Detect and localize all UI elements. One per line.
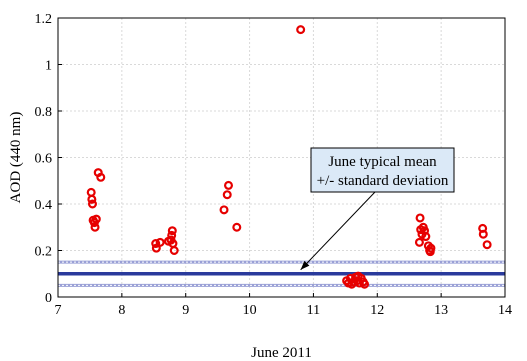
data-point: [232, 222, 242, 232]
data-point: [91, 214, 101, 224]
data-point: [222, 190, 232, 200]
y-tick-label: 0.6: [35, 152, 53, 167]
data-point: [167, 226, 177, 236]
y-tick-label: 0.8: [35, 105, 53, 120]
x-tick-label: 11: [307, 303, 320, 318]
data-point: [87, 194, 97, 204]
x-tick-label: 14: [498, 303, 512, 318]
data-point: [415, 213, 425, 223]
reference-lines: [58, 260, 505, 287]
y-tick-label: 0.4: [35, 198, 53, 213]
data-point: [478, 229, 488, 239]
data-point: [296, 25, 306, 35]
y-axis-ticks: 0 0.2 0.4 0.6 0.8 1 1.2: [35, 12, 62, 306]
y-tick-label: 1: [45, 59, 52, 74]
data-point: [169, 246, 179, 256]
x-tick-label: 7: [55, 303, 62, 318]
y-tick-label: 0.2: [35, 245, 53, 260]
y-tick-label: 1.2: [35, 12, 53, 27]
data-point: [360, 279, 370, 289]
x-axis-ticks: 7 8 9 10 11 12 13 14: [55, 293, 512, 318]
y-axis-label: AOD (440 nm): [8, 112, 24, 204]
data-point: [426, 243, 436, 253]
data-point: [223, 180, 233, 190]
x-tick-label: 12: [370, 303, 384, 318]
data-point: [219, 205, 229, 215]
x-axis-label: June 2011: [251, 345, 312, 361]
data-point: [90, 222, 100, 232]
annotation: June typical mean +/- standard deviation: [300, 147, 455, 271]
data-point: [167, 230, 177, 240]
data-points: [86, 25, 492, 289]
y-tick-label: 0: [45, 291, 52, 306]
annotation-box: [310, 147, 455, 193]
data-point: [421, 232, 431, 242]
annotation-line-2: +/- standard deviation: [317, 173, 449, 189]
x-tick-label: 9: [182, 303, 189, 318]
annotation-line-1: June typical mean: [328, 154, 437, 170]
data-point: [482, 240, 492, 250]
data-point: [155, 237, 165, 247]
data-point: [151, 243, 161, 253]
annotation-arrow: [300, 191, 376, 271]
data-point: [96, 172, 106, 182]
x-tick-label: 13: [434, 303, 448, 318]
annotation-arrowhead: [300, 260, 310, 270]
data-point: [414, 237, 424, 247]
x-tick-label: 8: [118, 303, 125, 318]
x-tick-label: 10: [243, 303, 257, 318]
data-point: [151, 239, 161, 249]
data-point: [87, 199, 97, 209]
